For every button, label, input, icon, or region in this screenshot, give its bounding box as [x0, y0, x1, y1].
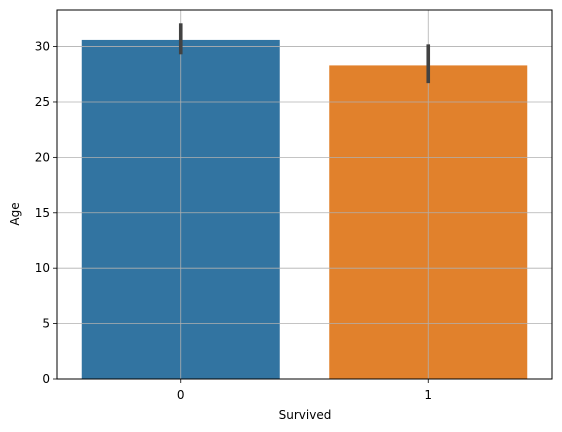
y-tick-label: 30	[35, 40, 50, 54]
axes-frame	[56, 9, 553, 380]
y-tick-label: 5	[42, 317, 50, 331]
x-tick-label: 0	[177, 388, 185, 402]
y-tick-label: 25	[35, 95, 50, 109]
y-axis-label: Age	[8, 202, 22, 225]
y-tick-label: 15	[35, 206, 50, 220]
y-tick-label: 20	[35, 150, 50, 164]
x-axis-label: Survived	[279, 408, 332, 422]
x-tick-label: 1	[424, 388, 432, 402]
y-tick-label: 0	[42, 372, 50, 386]
y-axis: 0 5 10 15 20 25 30	[35, 40, 57, 386]
y-tick-label: 10	[35, 261, 50, 275]
bars-layer	[81, 39, 528, 380]
plot-area	[56, 9, 553, 380]
error-bars-layer	[178, 23, 431, 84]
